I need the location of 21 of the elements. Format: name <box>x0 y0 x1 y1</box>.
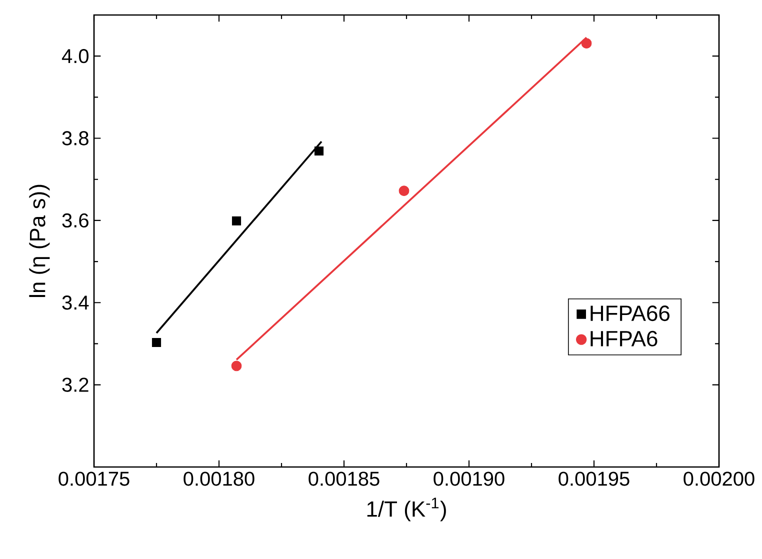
x-tick-label: 0.00195 <box>558 472 630 486</box>
x-tick-label: 0.00175 <box>58 472 130 486</box>
y-tick-label: 4.0 <box>62 48 89 64</box>
y-tick-label: 3.6 <box>62 213 88 228</box>
point <box>232 216 242 226</box>
point <box>398 186 410 196</box>
legend-label: HFPA66 <box>590 306 670 322</box>
x-tick-label: 0.00190 <box>434 472 504 486</box>
x-tick-label: 0.00185 <box>308 472 380 486</box>
x-axis-title: 1/T (K$^{-1}$) <box>367 498 446 522</box>
y-axis-title: ln (η (Pa s)) <box>29 184 50 297</box>
point <box>231 360 242 372</box>
point <box>152 338 162 348</box>
y-tick-label: 3.4 <box>62 296 89 310</box>
x-tick-label: 0.00200 <box>684 472 754 486</box>
point <box>581 38 592 49</box>
x-tick-label: 0.00180 <box>184 472 254 486</box>
legend-label: HFPA6 <box>590 330 658 346</box>
point <box>314 146 324 156</box>
y-tick-label: 3.8 <box>62 131 88 146</box>
y-tick-label: 3.2 <box>62 378 88 392</box>
